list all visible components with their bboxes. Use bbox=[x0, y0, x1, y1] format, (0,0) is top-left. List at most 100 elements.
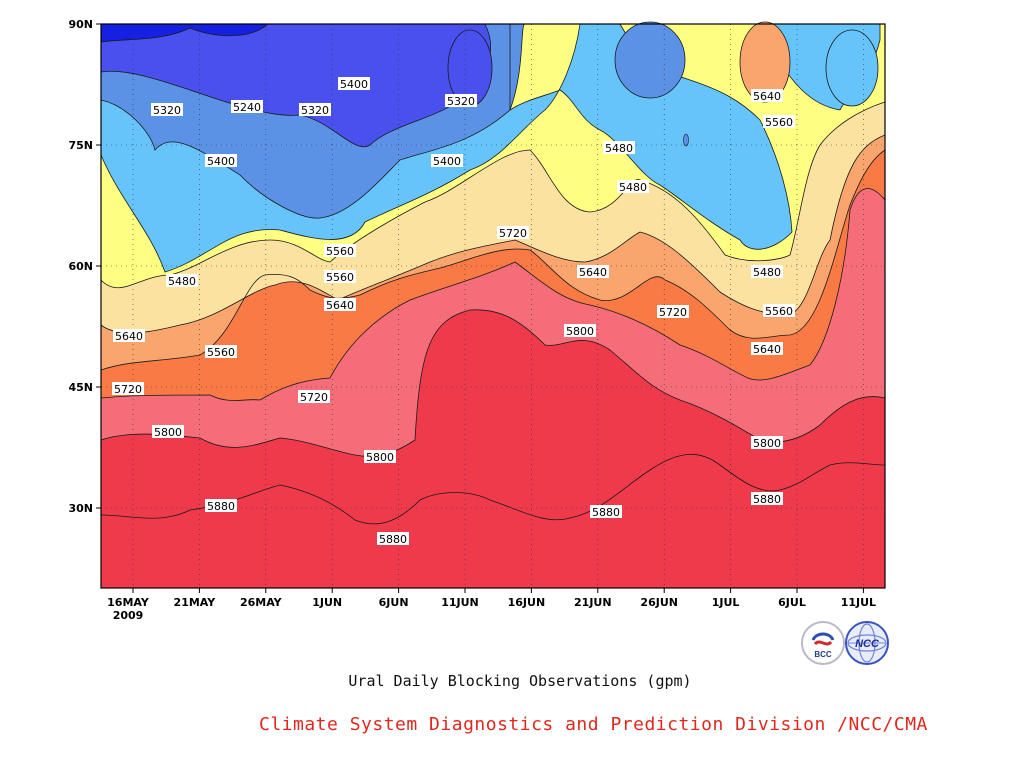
y-tick-label: 75N bbox=[68, 139, 93, 152]
contour-label: 5880 bbox=[207, 500, 235, 513]
contour-label: 5640 bbox=[753, 90, 781, 103]
x-tick-label: 16MAY bbox=[107, 596, 150, 609]
x-tick-label: 21MAY bbox=[174, 596, 217, 609]
contour-label: 5880 bbox=[753, 493, 781, 506]
contour-label: 5320 bbox=[301, 104, 329, 117]
plot-area: 30N 45N 60N 75N 90N 16MAY 21MAY 26MAY 1JUN 6JUN 11… bbox=[68, 18, 886, 622]
bcc-logo: BCC bbox=[801, 621, 845, 665]
contour-label-box bbox=[364, 450, 396, 463]
contour-label: 5240 bbox=[233, 101, 261, 114]
contour-label: 5560 bbox=[326, 245, 354, 258]
contour-label: 5560 bbox=[207, 346, 235, 359]
contour-line-6 bbox=[100, 149, 886, 371]
x-tick-label: 11JUN bbox=[441, 596, 479, 609]
chart-credit: Climate System Diagnostics and Predictio… bbox=[259, 714, 928, 735]
contour-label: 5640 bbox=[115, 330, 143, 343]
contour-line-0 bbox=[100, 23, 269, 43]
y-tick-label: 45N bbox=[68, 381, 93, 394]
contour-label: 5480 bbox=[753, 266, 781, 279]
contour-label: 5400 bbox=[340, 78, 368, 91]
contour-label: 5320 bbox=[447, 95, 475, 108]
contour-label-box bbox=[205, 154, 237, 167]
contour-label-box bbox=[751, 89, 783, 102]
contour-label-box bbox=[751, 436, 783, 449]
contour-label: 5560 bbox=[765, 116, 793, 129]
contour-label-box bbox=[617, 180, 649, 193]
contour-label-box bbox=[590, 505, 622, 518]
contour-label-box bbox=[205, 499, 237, 512]
contour-label: 5640 bbox=[326, 299, 354, 312]
contour-label: 5720 bbox=[300, 391, 328, 404]
contour-label-box bbox=[751, 265, 783, 278]
contour-label-box bbox=[151, 103, 183, 116]
contour-label-box bbox=[603, 141, 635, 154]
y-tick-label: 30N bbox=[68, 502, 93, 515]
contour-label: 5560 bbox=[765, 305, 793, 318]
contour-label-box bbox=[324, 298, 356, 311]
y-tick-label: 90N bbox=[68, 18, 93, 31]
contour-label: 5800 bbox=[753, 437, 781, 450]
contour-label: 5480 bbox=[168, 275, 196, 288]
contour-label-box bbox=[751, 342, 783, 355]
x-tick-year: 2009 bbox=[113, 609, 144, 622]
contour-line-3 bbox=[100, 23, 881, 273]
contour-label-box bbox=[431, 154, 463, 167]
x-tick-label: 6JUL bbox=[778, 596, 806, 609]
contour-label-box bbox=[166, 274, 198, 287]
contour-cell bbox=[825, 29, 879, 107]
x-tick-label: 16JUN bbox=[508, 596, 546, 609]
contour-label-box bbox=[113, 329, 145, 342]
contour-label: 5880 bbox=[379, 533, 407, 546]
contour-label: 5400 bbox=[207, 155, 235, 168]
contour-label: 5720 bbox=[659, 306, 687, 319]
contour-line-7 bbox=[100, 188, 886, 401]
contour-label-box bbox=[763, 115, 795, 128]
contour-label: 5640 bbox=[579, 266, 607, 279]
contour-label-box bbox=[231, 100, 263, 113]
contour-label-box bbox=[657, 305, 689, 318]
contour-cell bbox=[683, 133, 689, 147]
contour-label: 5800 bbox=[566, 325, 594, 338]
contour-label-box bbox=[152, 425, 184, 438]
contour-band-1 bbox=[101, 24, 491, 147]
contour-label: 5480 bbox=[605, 142, 633, 155]
contour-label-box bbox=[299, 103, 331, 116]
contour-line-5 bbox=[100, 134, 886, 334]
y-tick-label: 60N bbox=[68, 260, 93, 273]
contour-label-box bbox=[205, 345, 237, 358]
ncc-logo: NCC bbox=[845, 621, 889, 665]
contour-label-box bbox=[338, 77, 370, 90]
contour-label-box bbox=[497, 226, 529, 239]
contour-cell bbox=[614, 21, 686, 99]
contour-label-box bbox=[577, 265, 609, 278]
contour-label-box bbox=[324, 270, 356, 283]
x-tick-label: 1JUN bbox=[312, 596, 342, 609]
contour-label: 5320 bbox=[153, 104, 181, 117]
contour-band-0 bbox=[101, 24, 268, 42]
contour-label: 5720 bbox=[114, 383, 142, 396]
contour-label: 5560 bbox=[326, 271, 354, 284]
contour-label-box bbox=[324, 244, 356, 257]
contour-line-4 bbox=[100, 101, 886, 289]
x-tick-label: 1JUL bbox=[712, 596, 740, 609]
svg-text:BCC: BCC bbox=[814, 650, 832, 659]
contour-label: 5800 bbox=[154, 426, 182, 439]
contour-label-box bbox=[377, 532, 409, 545]
contour-label: 5400 bbox=[433, 155, 461, 168]
x-tick-label: 21JUN bbox=[574, 596, 612, 609]
contour-label: 5880 bbox=[592, 506, 620, 519]
x-tick-label: 26JUN bbox=[640, 596, 678, 609]
contour-label: 5720 bbox=[499, 227, 527, 240]
contour-label-box bbox=[112, 382, 144, 395]
contour-label-box bbox=[445, 94, 477, 107]
svg-text:NCC: NCC bbox=[855, 638, 880, 650]
x-tick-label: 6JUN bbox=[379, 596, 409, 609]
contour-label: 5480 bbox=[619, 181, 647, 194]
contour-label-box bbox=[298, 390, 330, 403]
contour-label-box bbox=[763, 304, 795, 317]
contour-label-box bbox=[564, 324, 596, 337]
x-tick-label: 11JUL bbox=[841, 596, 876, 609]
x-tick-label: 26MAY bbox=[240, 596, 283, 609]
chart-title: Ural Daily Blocking Observations (gpm) bbox=[348, 672, 692, 690]
